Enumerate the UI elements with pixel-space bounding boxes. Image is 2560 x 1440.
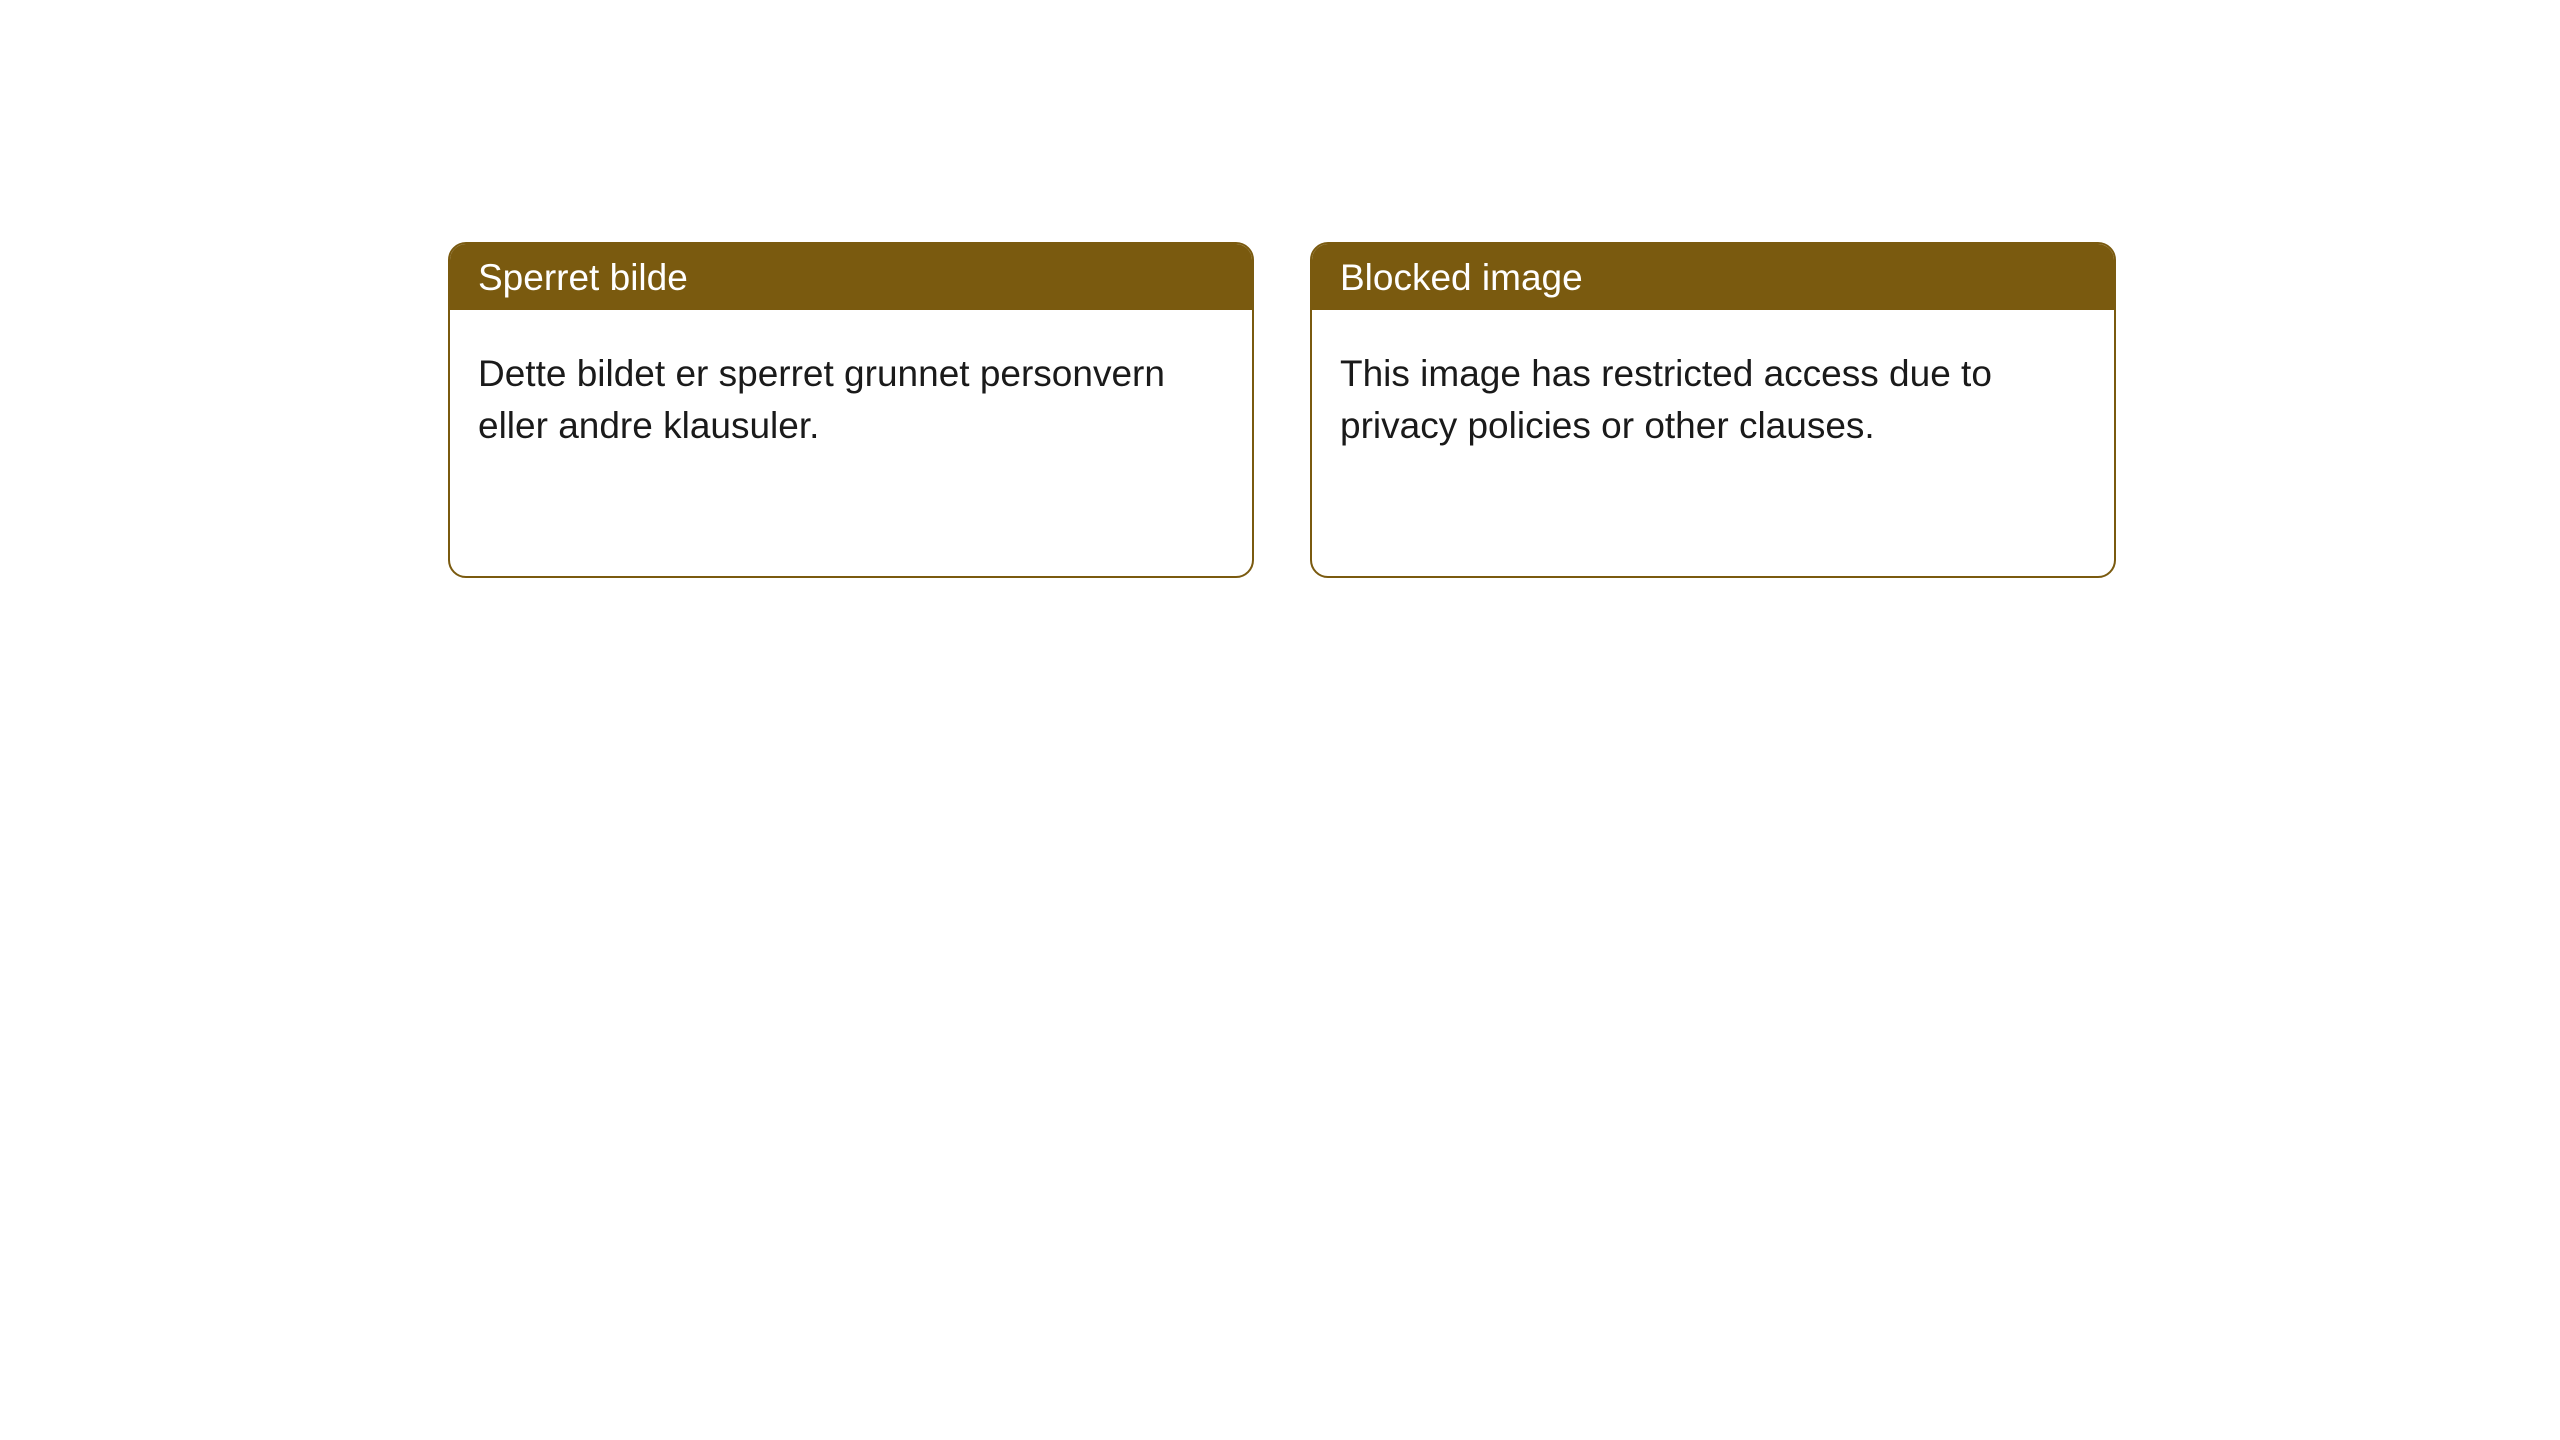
notice-card-no: Sperret bilde Dette bildet er sperret gr… <box>448 242 1254 578</box>
notice-container: Sperret bilde Dette bildet er sperret gr… <box>448 242 2116 578</box>
notice-body-no: Dette bildet er sperret grunnet personve… <box>450 310 1252 480</box>
notice-header-no: Sperret bilde <box>450 244 1252 310</box>
notice-card-en: Blocked image This image has restricted … <box>1310 242 2116 578</box>
notice-header-en: Blocked image <box>1312 244 2114 310</box>
notice-body-en: This image has restricted access due to … <box>1312 310 2114 480</box>
